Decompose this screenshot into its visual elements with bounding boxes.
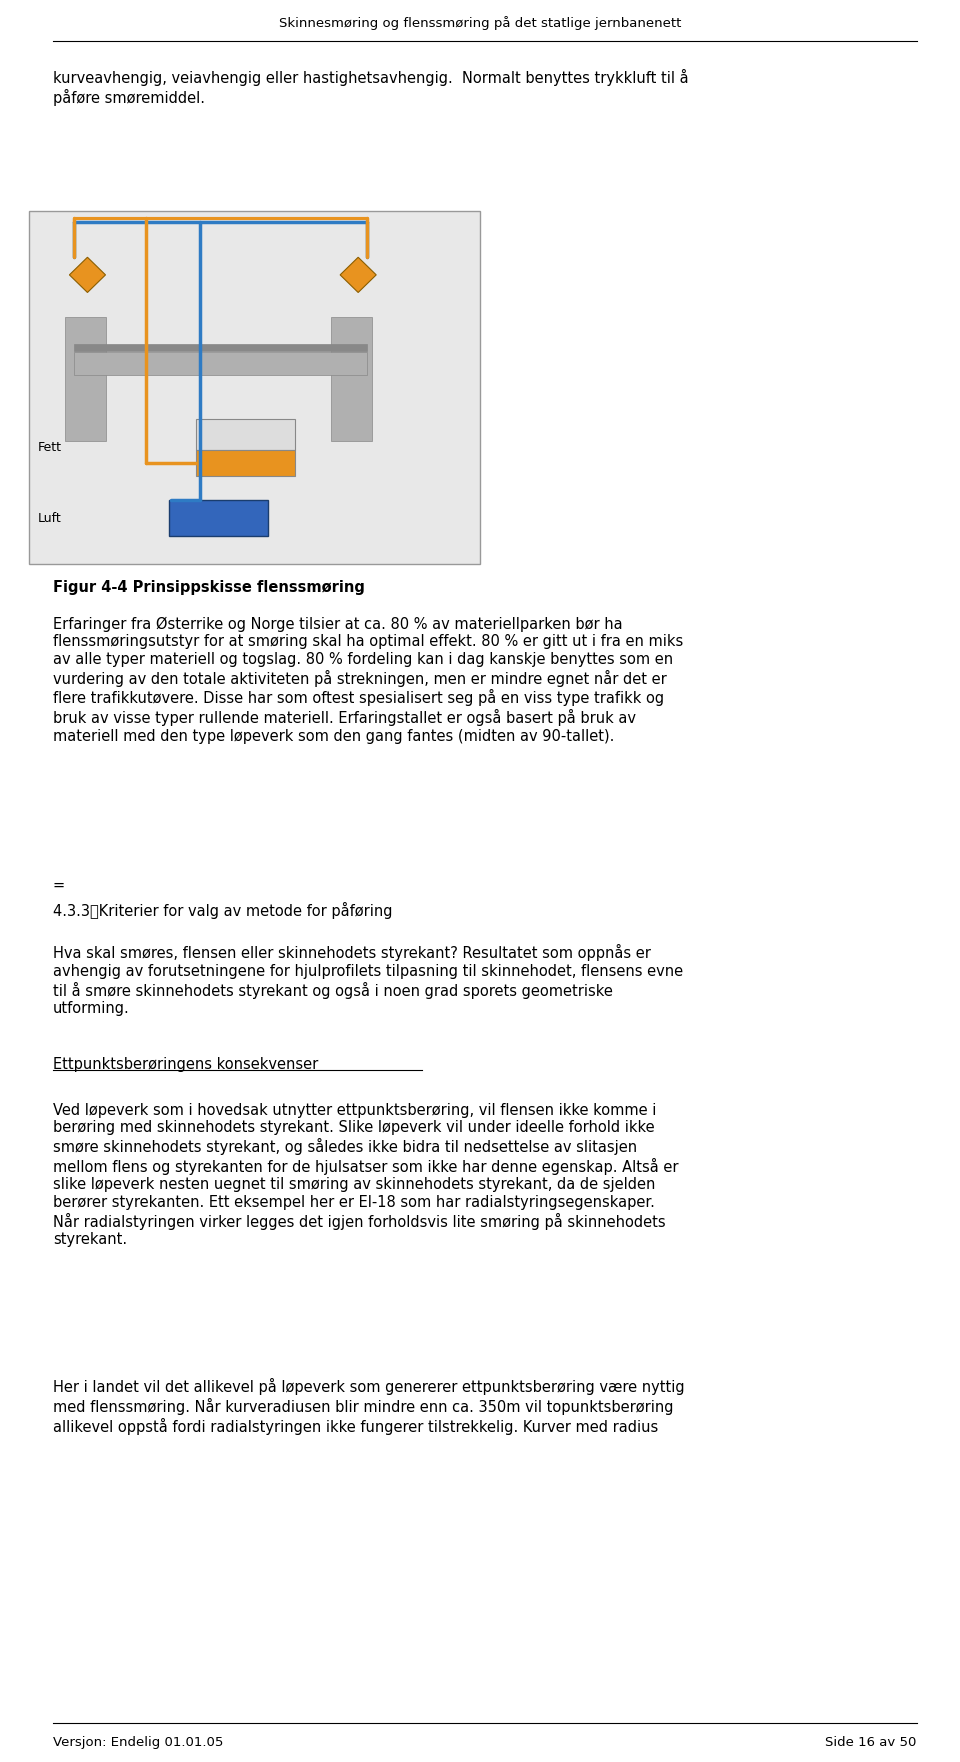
Text: Skinnesmøring og flenssmøring på det statlige jernbanenett: Skinnesmøring og flenssmøring på det sta… [278,16,682,30]
Bar [65,317,106,440]
Text: Ved løpeverk som i hovedsak utnytter ettpunktsberøring, vil flensen ikke komme i: Ved løpeverk som i hovedsak utnytter ett… [53,1103,679,1247]
Text: kurveavhengig, veiavhengig eller hastighetsavhengig.  Normalt benyttes trykkluft: kurveavhengig, veiavhengig eller hastigh… [53,69,688,106]
Text: Figur 4-4 Prinsippskisse flenssmøring: Figur 4-4 Prinsippskisse flenssmøring [53,580,365,596]
Text: Fett: Fett [37,440,61,455]
Polygon shape [340,257,376,292]
Text: 4.3.3	Kriterier for valg av metode for påføring: 4.3.3 Kriterier for valg av metode for p… [53,902,393,920]
Bar [331,317,372,440]
Text: Erfaringer fra Østerrike og Norge tilsier at ca. 80 % av materiellparken bør ha
: Erfaringer fra Østerrike og Norge tilsie… [53,617,684,744]
Bar [196,419,295,451]
Polygon shape [69,257,106,292]
Text: Versjon: Endelig 01.01.05: Versjon: Endelig 01.01.05 [53,1736,223,1748]
Bar [196,451,295,476]
Text: Side 16 av 50: Side 16 av 50 [826,1736,917,1748]
Text: Luft: Luft [37,511,61,525]
Bar [169,500,268,536]
Bar [29,211,480,564]
Bar [74,344,367,351]
Text: =: = [53,877,65,893]
Text: Her i landet vil det allikevel på løpeverk som genererer ettpunktsberøring være : Her i landet vil det allikevel på løpeve… [53,1378,684,1434]
Bar [74,352,367,375]
Text: Ettpunktsberøringens konsekvenser: Ettpunktsberøringens konsekvenser [53,1057,318,1073]
Text: Hva skal smøres, flensen eller skinnehodets styrekant? Resultatet som oppnås er
: Hva skal smøres, flensen eller skinnehod… [53,944,683,1017]
